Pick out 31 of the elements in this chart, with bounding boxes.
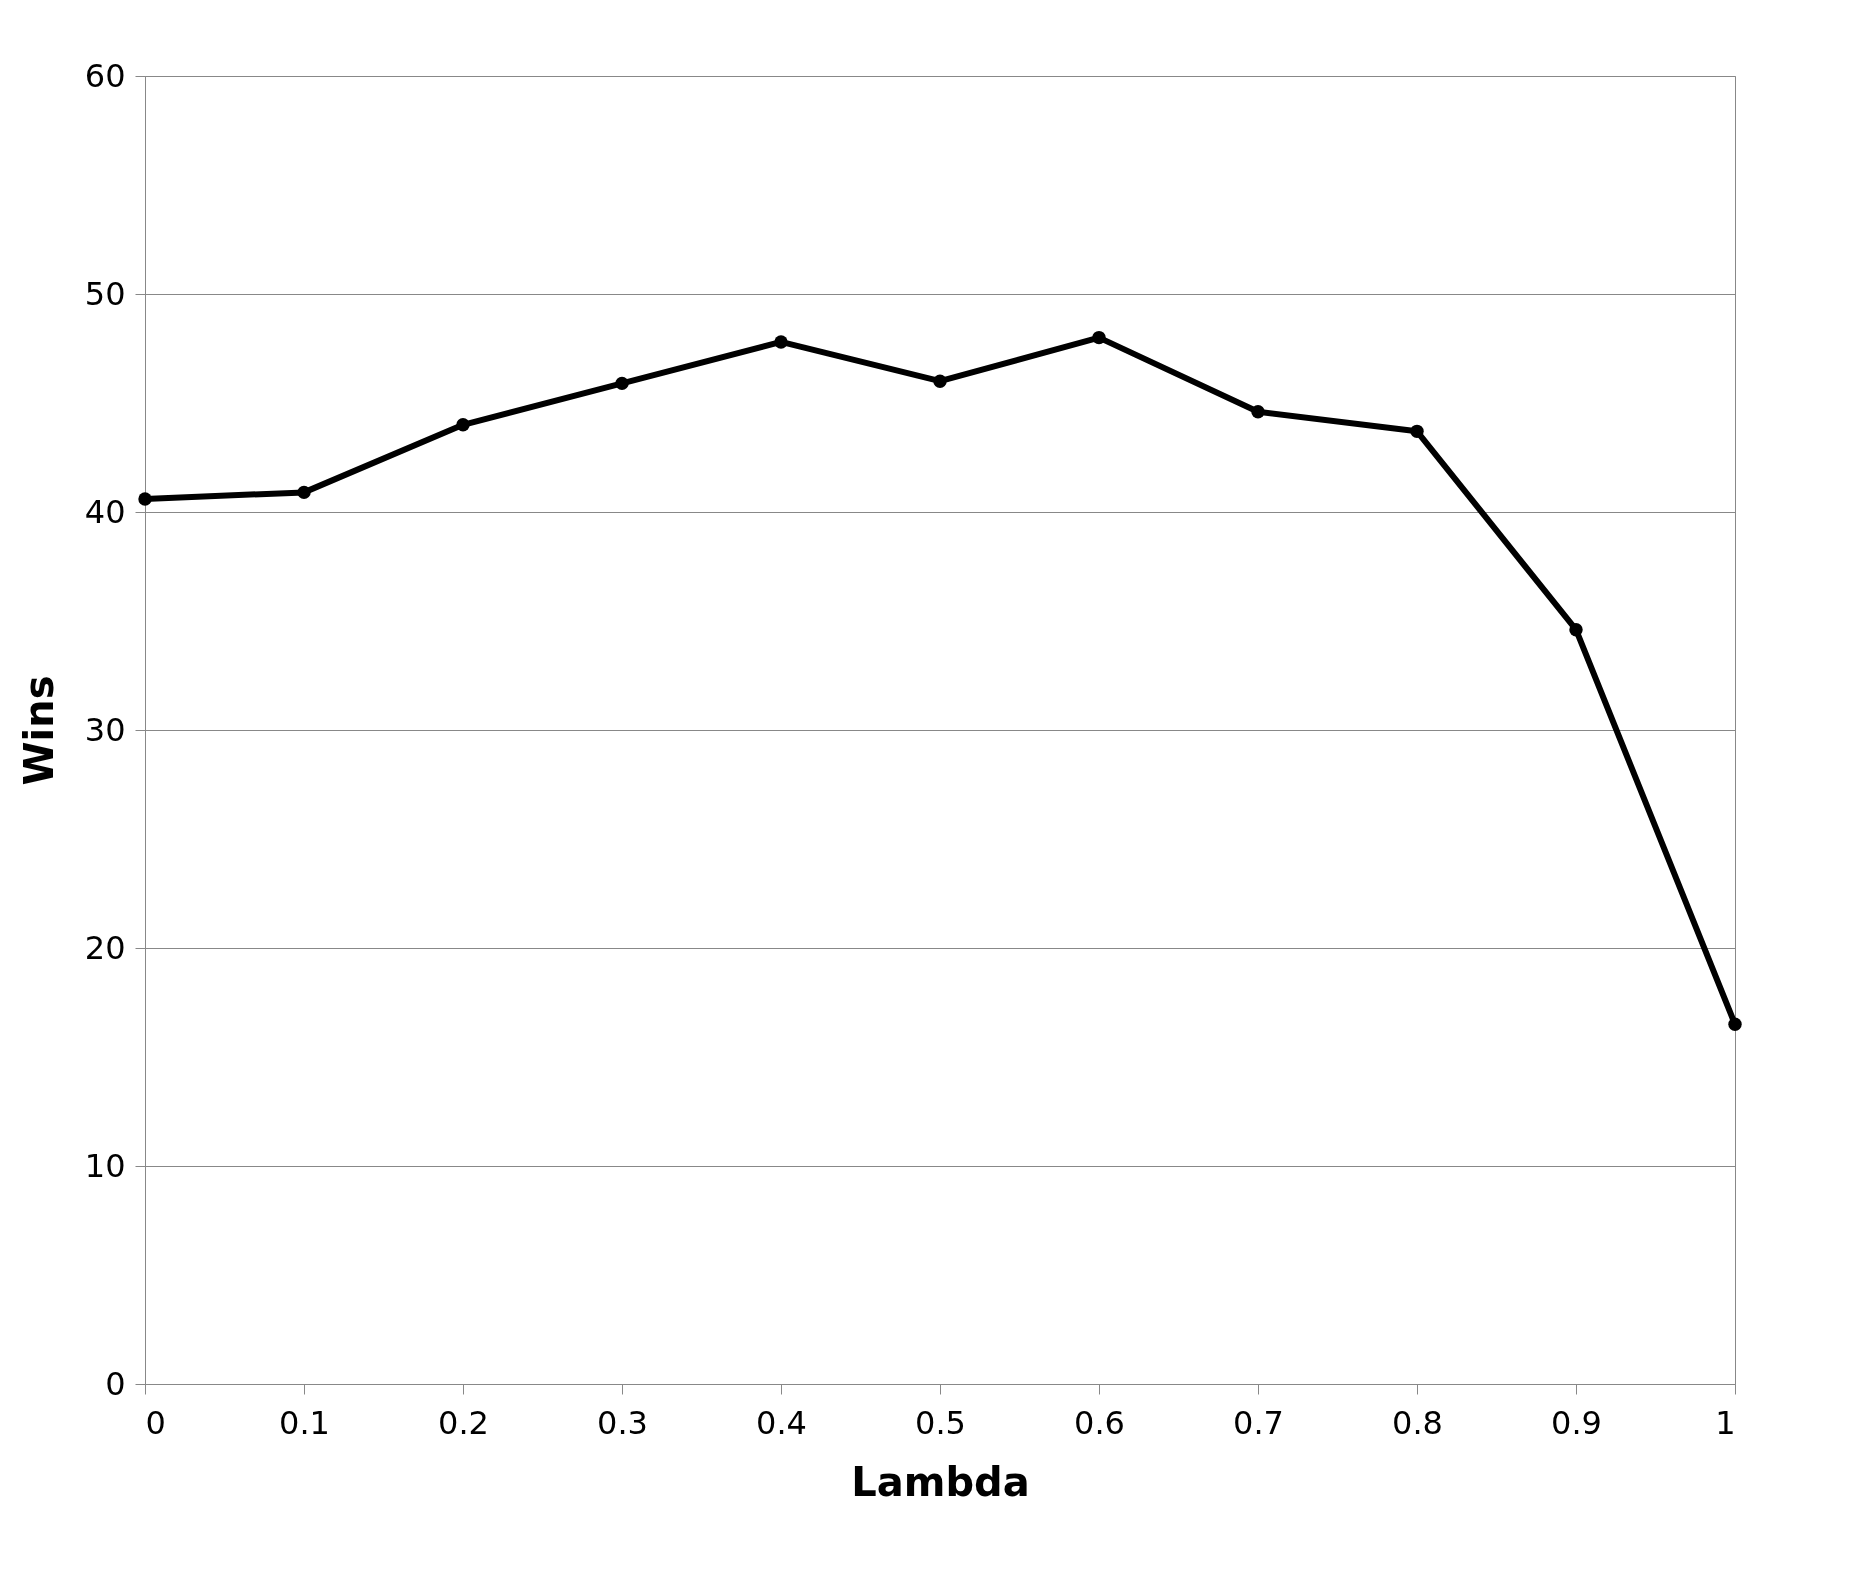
x-tick-label: 0.6 [1074, 1403, 1125, 1442]
point [1728, 1017, 1742, 1031]
point [456, 418, 470, 432]
x-tick-label: 0.3 [597, 1403, 648, 1442]
x-tick-label: 0.8 [1392, 1403, 1443, 1442]
x-axis-title: Lambda [851, 1458, 1030, 1505]
x-tick-label: 0.4 [756, 1403, 807, 1442]
point [1569, 623, 1583, 637]
point [774, 335, 788, 349]
y-tick-label: 50 [84, 274, 126, 313]
y-tick-label: 40 [84, 492, 126, 531]
point [1251, 405, 1265, 419]
x-tick-label: 0.1 [279, 1403, 330, 1442]
x-tick-label: 1 [1715, 1403, 1736, 1442]
point [138, 492, 152, 506]
y-axis-title: Wins [15, 675, 62, 786]
point [1092, 330, 1106, 345]
point [1410, 424, 1424, 439]
y-tick-label: 10 [84, 1146, 126, 1185]
x-tick-label: 0 [145, 1403, 166, 1442]
x-tick-label: 0.2 [438, 1403, 489, 1442]
point [297, 485, 311, 500]
point [615, 376, 629, 391]
x-tick-label: 0.7 [1233, 1403, 1284, 1442]
x-tick-label: 0.9 [1551, 1403, 1602, 1442]
y-tick-label: 60 [84, 56, 126, 95]
x-tick-label: 0.5 [915, 1403, 966, 1442]
y-tick-label: 20 [84, 928, 126, 967]
point [933, 374, 947, 388]
y-tick-label: 30 [84, 710, 126, 749]
y-tick-label: 0 [105, 1364, 126, 1403]
